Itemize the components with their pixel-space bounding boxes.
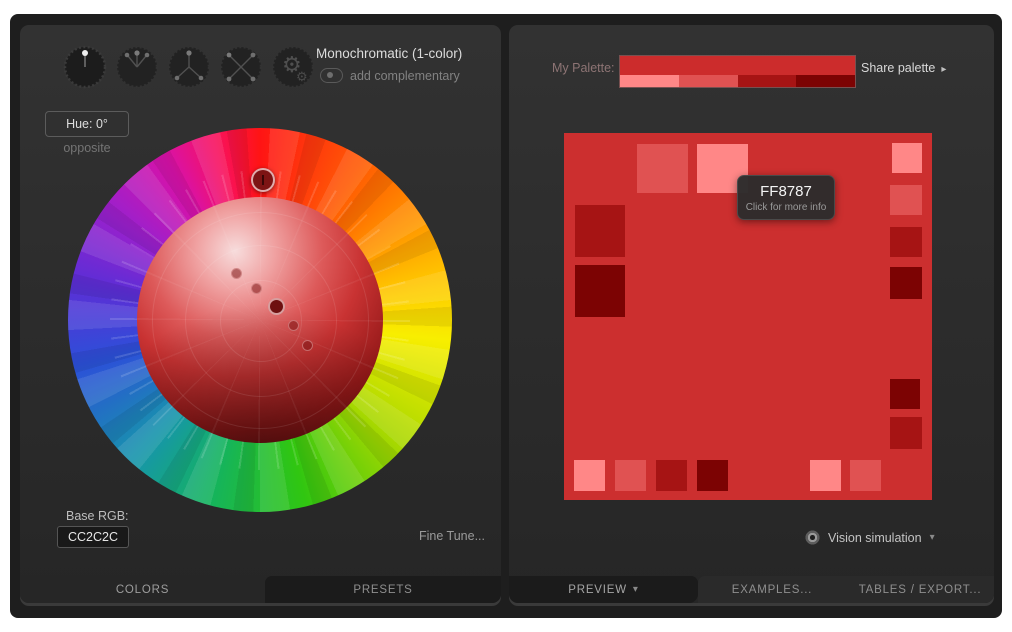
preview-square[interactable] (890, 267, 922, 299)
hue-marker[interactable] (251, 168, 275, 192)
color-tooltip[interactable]: FF8787 Click for more info (737, 175, 835, 220)
app-container: ⚙ ⚙ Monochromatic (1-color) add compleme… (10, 14, 1002, 618)
freestyle-gear-icon[interactable]: ⚙ ⚙ (271, 45, 315, 89)
right-tabbar: PREVIEW ▾ EXAMPLES... TABLES / EXPORT... (509, 576, 994, 603)
add-complementary-label: add complementary (350, 68, 460, 83)
tab-presets[interactable]: PRESETS (265, 576, 501, 603)
tab-examples[interactable]: EXAMPLES... (731, 583, 813, 596)
opposite-link[interactable]: opposite (63, 141, 111, 155)
tooltip-hint: Click for more info (745, 201, 827, 213)
hue-input[interactable]: Hue: 0° (45, 111, 129, 137)
svg-text:⚙: ⚙ (296, 69, 308, 84)
base-rgb-input[interactable] (57, 526, 129, 548)
preview-caret-icon: ▾ (632, 584, 639, 595)
preview-square[interactable] (575, 205, 625, 257)
preview-square[interactable] (890, 379, 920, 409)
triad-dial-icon[interactable] (167, 45, 211, 89)
preview-square[interactable] (892, 143, 922, 173)
preview-square[interactable] (574, 460, 605, 491)
palette-variant-strip (620, 75, 855, 87)
wheel-panel: ⚙ ⚙ Monochromatic (1-color) add compleme… (20, 25, 501, 603)
eye-icon (805, 530, 820, 545)
preview-square[interactable] (615, 460, 646, 491)
preview-square[interactable] (890, 185, 922, 215)
palette-variant-swatch[interactable] (737, 75, 797, 87)
scheme-title: Monochromatic (1-color) (316, 46, 463, 61)
palette-primary-swatch[interactable] (620, 56, 855, 75)
my-palette-label: My Palette: (552, 61, 615, 75)
variant-marker[interactable] (231, 268, 242, 279)
preview-canvas[interactable]: FF8787 Click for more info (564, 133, 932, 500)
share-arrow-icon: ▸ (941, 64, 947, 75)
preview-square[interactable] (890, 417, 922, 449)
tab-colors[interactable]: COLORS (20, 576, 265, 603)
svg-text:⚙: ⚙ (282, 52, 302, 77)
palette-variant-swatch[interactable] (796, 75, 855, 87)
preview-square[interactable] (575, 265, 625, 317)
vision-caret-icon: ▾ (929, 532, 935, 543)
preview-square[interactable] (637, 144, 688, 193)
left-tabbar: COLORS PRESETS (20, 576, 501, 603)
palette-variant-swatch[interactable] (678, 75, 738, 87)
palette-preview[interactable] (620, 56, 855, 87)
preview-panel: My Palette: Share palette ▸ FF8787 Click … (509, 25, 994, 603)
fine-tune-link[interactable]: Fine Tune... (418, 529, 485, 543)
variant-marker[interactable] (302, 340, 313, 351)
tab-preview[interactable]: PREVIEW ▾ (509, 576, 698, 603)
palette-variant-swatch[interactable] (620, 75, 679, 87)
scheme-mode-row: ⚙ ⚙ (63, 45, 315, 89)
preview-square[interactable] (656, 460, 687, 491)
share-palette-link[interactable]: Share palette ▸ (861, 61, 947, 75)
vision-simulation[interactable]: Vision simulation ▾ (805, 530, 935, 545)
base-color-marker[interactable] (268, 298, 285, 315)
preview-square[interactable] (697, 460, 728, 491)
preview-square[interactable] (810, 460, 841, 491)
color-wheel[interactable] (68, 128, 452, 512)
tetrad-dial-icon[interactable] (219, 45, 263, 89)
base-rgb-label: Base RGB: (66, 509, 129, 523)
tooltip-hex: FF8787 (760, 182, 812, 200)
variant-marker[interactable] (288, 320, 299, 331)
tab-tables-export[interactable]: TABLES / EXPORT... (858, 583, 982, 596)
preview-square[interactable] (850, 460, 881, 491)
variant-marker[interactable] (251, 283, 262, 294)
adjacent-dial-icon[interactable] (115, 45, 159, 89)
mono-dial-icon[interactable] (63, 45, 107, 89)
add-complementary-toggle[interactable] (320, 68, 343, 83)
shade-ball[interactable] (137, 197, 383, 443)
preview-square[interactable] (890, 227, 922, 257)
